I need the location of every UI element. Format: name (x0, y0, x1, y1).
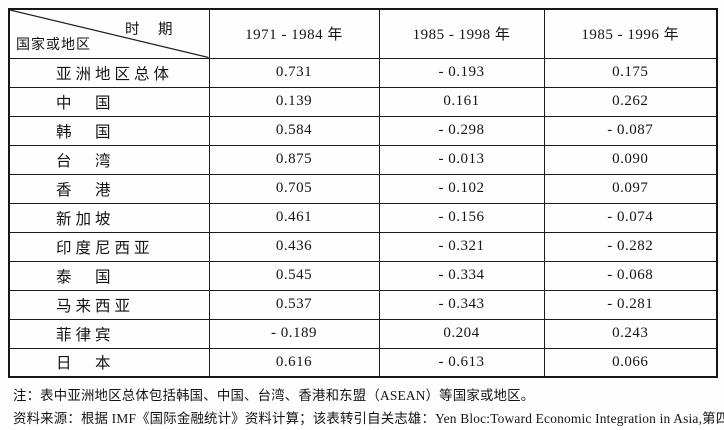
value-cell: 0.584 (208, 115, 380, 146)
value-cell: - 0.281 (543, 289, 718, 320)
table-row: 印度尼西亚 0.436 - 0.321 - 0.282 (8, 231, 718, 262)
value-cell: - 0.343 (378, 289, 545, 320)
corner-period-label: 时 期 (125, 22, 175, 38)
correlation-table: 时 期 国家或地区 1971 - 1984 年 1985 - 1998 年 19… (8, 8, 718, 378)
value-cell: 0.175 (543, 57, 718, 88)
value-cell: 0.616 (208, 347, 380, 378)
country-cell: 新加坡 (8, 202, 210, 233)
value-cell: 0.537 (208, 289, 380, 320)
value-cell: - 0.013 (378, 144, 545, 175)
value-cell: 0.262 (543, 86, 718, 117)
value-cell: - 0.189 (208, 318, 380, 349)
value-cell: - 0.193 (378, 57, 545, 88)
table-row: 泰 国 0.545 - 0.334 - 0.068 (8, 260, 718, 291)
value-cell: 0.461 (208, 202, 380, 233)
value-cell: - 0.613 (378, 347, 545, 378)
table-row: 台 湾 0.875 - 0.013 0.090 (8, 144, 718, 175)
table-row: 亚洲地区总体 0.731 - 0.193 0.175 (8, 57, 718, 88)
column-header-period-3: 1985 - 1996 年 (543, 8, 718, 59)
value-cell: 0.243 (543, 318, 718, 349)
value-cell: 0.090 (543, 144, 718, 175)
value-cell: 0.436 (208, 231, 380, 262)
table-row: 中 国 0.139 0.161 0.262 (8, 86, 718, 117)
table-row: 韩 国 0.584 - 0.298 - 0.087 (8, 115, 718, 146)
table-row: 马来西亚 0.537 - 0.343 - 0.281 (8, 289, 718, 320)
value-cell: 0.161 (378, 86, 545, 117)
value-cell: - 0.298 (378, 115, 545, 146)
value-cell: - 0.321 (378, 231, 545, 262)
value-cell: 0.204 (378, 318, 545, 349)
column-header-period-1: 1971 - 1984 年 (208, 8, 380, 59)
corner-region-label: 国家或地区 (16, 37, 91, 53)
table-row: 日 本 0.616 - 0.613 0.066 (8, 347, 718, 378)
country-cell: 菲律宾 (8, 318, 210, 349)
country-cell: 中 国 (8, 86, 210, 117)
table-row: 菲律宾 - 0.189 0.204 0.243 (8, 318, 718, 349)
column-header-period-2: 1985 - 1998 年 (378, 8, 545, 59)
value-cell: - 0.074 (543, 202, 718, 233)
value-cell: 0.731 (208, 57, 380, 88)
country-cell: 泰 国 (8, 260, 210, 291)
value-cell: 0.066 (543, 347, 718, 378)
value-cell: - 0.334 (378, 260, 545, 291)
value-cell: 0.875 (208, 144, 380, 175)
footnotes: 注：表中亚洲地区总体包括韩国、中国、台湾、香港和东盟（ASEAN）等国家或地区。… (13, 385, 724, 430)
value-cell: - 0.087 (543, 115, 718, 146)
country-cell: 台 湾 (8, 144, 210, 175)
value-cell: 0.097 (543, 173, 718, 204)
value-cell: 0.705 (208, 173, 380, 204)
value-cell: - 0.282 (543, 231, 718, 262)
diagonal-divider-line (10, 10, 209, 58)
value-cell: - 0.102 (378, 173, 545, 204)
country-cell: 马来西亚 (8, 289, 210, 320)
value-cell: 0.139 (208, 86, 380, 117)
country-cell: 香 港 (8, 173, 210, 204)
table-row: 新加坡 0.461 - 0.156 - 0.074 (8, 202, 718, 233)
value-cell: 0.545 (208, 260, 380, 291)
corner-cell: 时 期 国家或地区 (8, 8, 210, 59)
country-cell: 韩 国 (8, 115, 210, 146)
country-cell: 亚洲地区总体 (8, 57, 210, 88)
value-cell: - 0.068 (543, 260, 718, 291)
country-cell: 日 本 (8, 347, 210, 378)
table-note: 注：表中亚洲地区总体包括韩国、中国、台湾、香港和东盟（ASEAN）等国家或地区。 (13, 388, 535, 403)
country-cell: 印度尼西亚 (8, 231, 210, 262)
table-row: 香 港 0.705 - 0.102 0.097 (8, 173, 718, 204)
header-row: 时 期 国家或地区 1971 - 1984 年 1985 - 1998 年 19… (8, 8, 718, 59)
value-cell: - 0.156 (378, 202, 545, 233)
source-note: 资料来源：根据 IMF《国际金融统计》资料计算；该表转引自关志雄：Yen Blo… (13, 410, 724, 426)
